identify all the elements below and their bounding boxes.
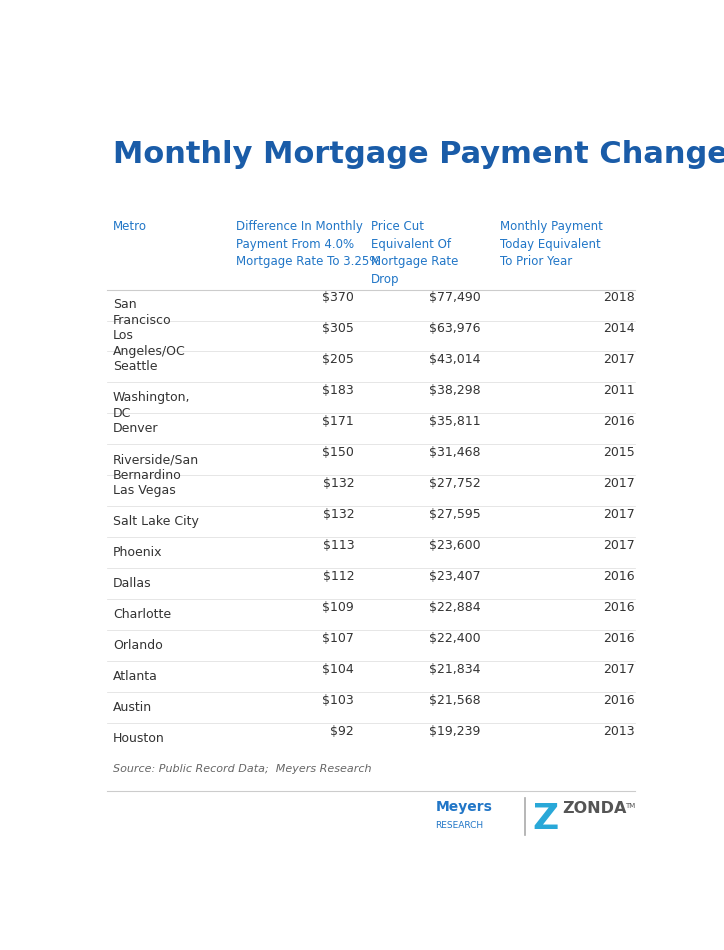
Text: TM: TM — [625, 803, 635, 809]
Text: $132: $132 — [323, 477, 354, 490]
Text: 2014: 2014 — [603, 322, 635, 335]
Text: Washington,
DC: Washington, DC — [113, 391, 190, 420]
Text: $27,752: $27,752 — [429, 477, 481, 490]
Text: $103: $103 — [322, 694, 354, 707]
Text: Dallas: Dallas — [113, 577, 151, 590]
Text: Phoenix: Phoenix — [113, 546, 162, 559]
Text: $63,976: $63,976 — [429, 322, 481, 335]
Text: Atlanta: Atlanta — [113, 670, 158, 683]
Text: ZONDA: ZONDA — [562, 802, 626, 816]
Text: 2013: 2013 — [603, 725, 635, 737]
Text: $305: $305 — [322, 322, 354, 335]
Text: $112: $112 — [323, 570, 354, 582]
Text: Riverside/San
Bernardino: Riverside/San Bernardino — [113, 453, 199, 483]
Text: $107: $107 — [322, 632, 354, 645]
Text: 2018: 2018 — [603, 291, 635, 304]
Text: 2011: 2011 — [603, 384, 635, 397]
Text: Denver: Denver — [113, 422, 159, 435]
Text: 2016: 2016 — [603, 694, 635, 707]
Text: Monthly Payment
Today Equivalent
To Prior Year: Monthly Payment Today Equivalent To Prio… — [500, 220, 603, 268]
Text: Metro: Metro — [113, 220, 147, 233]
Text: $19,239: $19,239 — [429, 725, 481, 737]
Text: 2016: 2016 — [603, 600, 635, 614]
Text: $43,014: $43,014 — [429, 353, 481, 366]
Text: $205: $205 — [322, 353, 354, 366]
Text: 2016: 2016 — [603, 570, 635, 582]
Text: Austin: Austin — [113, 701, 152, 713]
Text: 2017: 2017 — [603, 477, 635, 490]
Text: Seattle: Seattle — [113, 360, 157, 373]
Text: $35,811: $35,811 — [429, 415, 481, 428]
Text: $92: $92 — [330, 725, 354, 737]
Text: 2016: 2016 — [603, 632, 635, 645]
Text: $31,468: $31,468 — [429, 446, 481, 459]
Text: $171: $171 — [322, 415, 354, 428]
Text: $22,884: $22,884 — [429, 600, 481, 614]
Text: $77,490: $77,490 — [429, 291, 481, 304]
Text: Monthly Mortgage Payment Change: Monthly Mortgage Payment Change — [113, 140, 724, 168]
Text: $183: $183 — [322, 384, 354, 397]
Text: $23,600: $23,600 — [429, 539, 481, 552]
Text: Z: Z — [533, 802, 559, 836]
Text: $22,400: $22,400 — [429, 632, 481, 645]
Text: Source: Public Record Data;  Meyers Research: Source: Public Record Data; Meyers Resea… — [113, 764, 371, 774]
Text: Price Cut
Equivalent Of
Mortgage Rate
Drop: Price Cut Equivalent Of Mortgage Rate Dr… — [371, 220, 458, 286]
Text: 2017: 2017 — [603, 508, 635, 521]
Text: Los
Angeles/OC: Los Angeles/OC — [113, 330, 185, 358]
Text: 2017: 2017 — [603, 353, 635, 366]
Text: San
Francisco: San Francisco — [113, 298, 172, 328]
Text: Salt Lake City: Salt Lake City — [113, 515, 199, 528]
Text: $27,595: $27,595 — [429, 508, 481, 521]
Text: 2016: 2016 — [603, 415, 635, 428]
Text: Charlotte: Charlotte — [113, 608, 171, 621]
Text: $21,834: $21,834 — [429, 663, 481, 675]
Text: Meyers: Meyers — [436, 801, 492, 814]
Text: $370: $370 — [322, 291, 354, 304]
Text: Difference In Monthly
Payment From 4.0%
Mortgage Rate To 3.25%: Difference In Monthly Payment From 4.0% … — [236, 220, 381, 268]
Text: RESEARCH: RESEARCH — [436, 821, 484, 829]
Text: $113: $113 — [323, 539, 354, 552]
Text: Orlando: Orlando — [113, 639, 163, 652]
Text: Las Vegas: Las Vegas — [113, 484, 176, 497]
Text: $38,298: $38,298 — [429, 384, 481, 397]
Text: 2017: 2017 — [603, 663, 635, 675]
Text: 2017: 2017 — [603, 539, 635, 552]
Text: $132: $132 — [323, 508, 354, 521]
Text: $109: $109 — [322, 600, 354, 614]
Text: $21,568: $21,568 — [429, 694, 481, 707]
Text: 2015: 2015 — [603, 446, 635, 459]
Text: $23,407: $23,407 — [429, 570, 481, 582]
Text: Houston: Houston — [113, 732, 164, 745]
Text: $150: $150 — [322, 446, 354, 459]
Text: $104: $104 — [322, 663, 354, 675]
